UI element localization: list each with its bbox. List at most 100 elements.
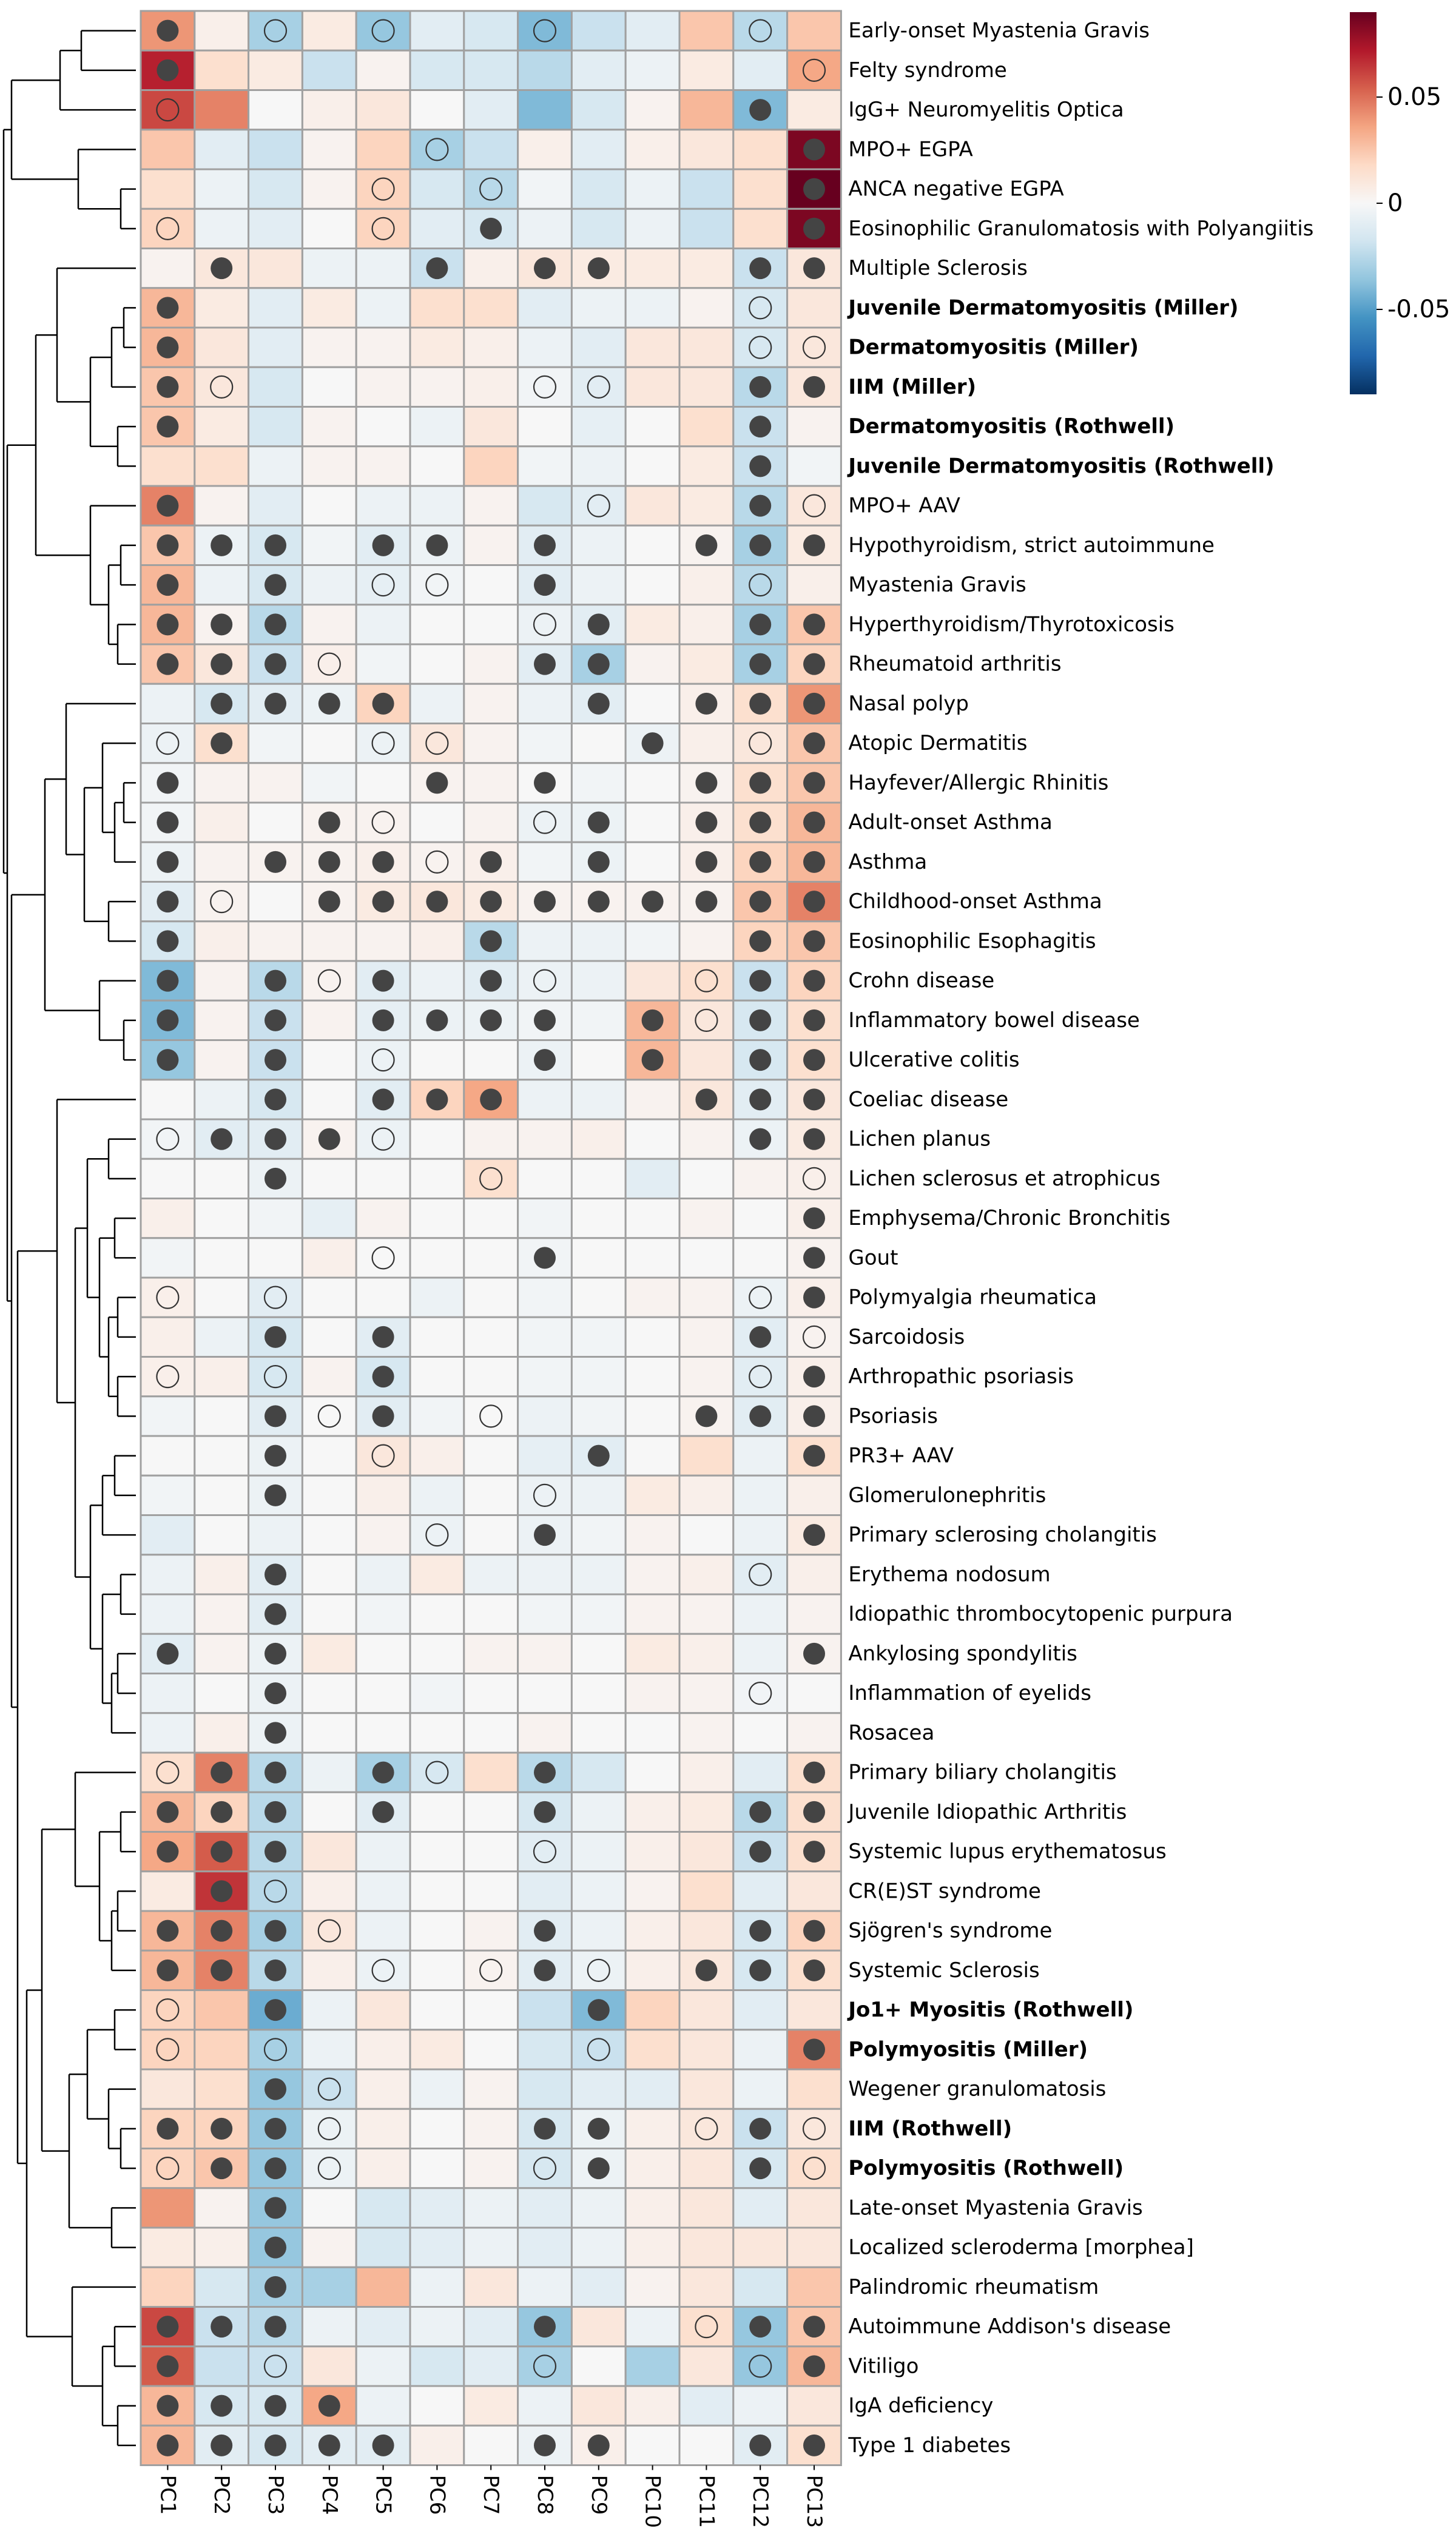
heatmap-cell xyxy=(517,1276,573,1318)
heatmap-cell xyxy=(355,89,411,131)
heatmap-cell xyxy=(517,1593,573,1635)
column-label: PC13 xyxy=(802,2475,826,2529)
colorbar-tick-label: 0.05 xyxy=(1387,83,1441,111)
open-circle-marker xyxy=(156,1127,180,1151)
row-label: Myastenia Gravis xyxy=(848,573,1026,597)
open-circle-marker xyxy=(210,890,234,914)
heatmap-cell xyxy=(517,1395,573,1437)
filled-dot-marker xyxy=(265,1444,286,1467)
filled-dot-marker xyxy=(318,2434,340,2456)
open-circle-marker xyxy=(802,2117,826,2140)
filled-dot-marker xyxy=(803,178,825,200)
filled-dot-marker xyxy=(265,2117,286,2140)
heatmap-cell xyxy=(409,841,465,883)
filled-dot-marker xyxy=(426,1088,448,1111)
heatmap-cell xyxy=(678,604,735,645)
heatmap-cell xyxy=(786,485,842,527)
heatmap-cell xyxy=(301,2266,357,2308)
heatmap-cell xyxy=(570,1198,627,1239)
row-label: Polymyositis (Rothwell) xyxy=(848,2156,1124,2180)
heatmap-cell xyxy=(355,643,411,685)
heatmap-cell xyxy=(301,762,357,804)
heatmap-cell xyxy=(786,1593,842,1635)
row-label: Sarcoidosis xyxy=(848,1325,965,1349)
heatmap-cell xyxy=(517,1870,573,1912)
heatmap-cell xyxy=(301,1751,357,1793)
column-label: PC6 xyxy=(425,2475,449,2515)
heatmap-cell xyxy=(140,1118,196,1160)
heatmap-cell xyxy=(194,920,250,962)
filled-dot-marker xyxy=(587,1444,610,1467)
filled-dot-marker xyxy=(265,1088,286,1111)
filled-dot-marker xyxy=(157,2355,179,2378)
heatmap-cell xyxy=(301,1831,357,1873)
filled-dot-marker xyxy=(211,1880,233,1903)
heatmap-cell xyxy=(140,1435,196,1477)
heatmap-cell xyxy=(355,2345,411,2387)
heatmap-cell xyxy=(463,1870,519,1912)
open-circle-marker xyxy=(695,2117,718,2140)
open-circle-marker xyxy=(371,811,395,834)
heatmap-cell xyxy=(248,248,303,289)
filled-dot-marker xyxy=(749,2434,772,2456)
filled-dot-marker xyxy=(157,653,179,675)
filled-dot-marker xyxy=(534,2434,556,2456)
filled-dot-marker xyxy=(157,1959,179,1981)
heatmap-cell xyxy=(355,1910,411,1952)
heatmap-cell xyxy=(624,1316,681,1358)
heatmap-cell xyxy=(194,2029,250,2071)
heatmap-cell xyxy=(570,326,627,368)
filled-dot-marker xyxy=(372,1009,394,1031)
heatmap-cell xyxy=(517,1989,573,2031)
filled-dot-marker xyxy=(587,692,610,715)
heatmap-cell xyxy=(624,445,681,487)
open-circle-marker xyxy=(533,969,557,993)
heatmap-cell xyxy=(624,1989,681,2031)
heatmap-cell xyxy=(517,2266,573,2308)
heatmap-cell xyxy=(786,406,842,448)
heatmap-cell xyxy=(301,1949,357,1991)
filled-dot-marker xyxy=(587,811,610,834)
heatmap-cell xyxy=(624,2029,681,2071)
filled-dot-marker xyxy=(265,2395,286,2417)
filled-dot-marker xyxy=(372,1405,394,1427)
heatmap-cell xyxy=(463,287,519,329)
heatmap-cell xyxy=(140,1079,196,1121)
heatmap-cell xyxy=(786,2148,842,2189)
heatmap-cell xyxy=(786,1554,842,1596)
heatmap-cell xyxy=(732,564,789,606)
heatmap-cell xyxy=(517,1514,573,1556)
heatmap-cell xyxy=(463,762,519,804)
filled-dot-marker xyxy=(749,772,772,794)
open-circle-marker xyxy=(479,177,503,201)
row-label: CR(E)ST syndrome xyxy=(848,1879,1041,1903)
heatmap-cell xyxy=(355,49,411,91)
row-label: Primary sclerosing cholangitis xyxy=(848,1523,1157,1547)
heatmap-cell xyxy=(140,207,196,249)
heatmap-cell xyxy=(678,1316,735,1358)
heatmap-cell xyxy=(409,1831,465,1873)
row-label: Hyperthyroidism/Thyrotoxicosis xyxy=(848,612,1174,636)
heatmap-cell xyxy=(678,1870,735,1912)
heatmap-cell xyxy=(140,1514,196,1556)
filled-dot-marker xyxy=(749,1405,772,1427)
heatmap-cell xyxy=(409,1791,465,1833)
heatmap-cell xyxy=(732,287,789,329)
filled-dot-marker xyxy=(372,969,394,992)
heatmap-cell xyxy=(732,723,789,764)
heatmap-cell xyxy=(409,168,465,210)
heatmap-cell xyxy=(463,2226,519,2268)
open-circle-marker xyxy=(533,1483,557,1507)
heatmap-cell xyxy=(732,326,789,368)
heatmap-cell xyxy=(624,1949,681,1991)
heatmap-cell xyxy=(194,366,250,408)
filled-dot-marker xyxy=(265,1761,286,1784)
heatmap-cell xyxy=(517,2148,573,2189)
heatmap-cell xyxy=(786,1673,842,1714)
heatmap-cell xyxy=(517,2226,573,2268)
filled-dot-marker xyxy=(587,891,610,913)
filled-dot-marker xyxy=(803,811,825,834)
heatmap-cell xyxy=(355,723,411,764)
heatmap-cell xyxy=(248,287,303,329)
heatmap-cell xyxy=(248,89,303,131)
